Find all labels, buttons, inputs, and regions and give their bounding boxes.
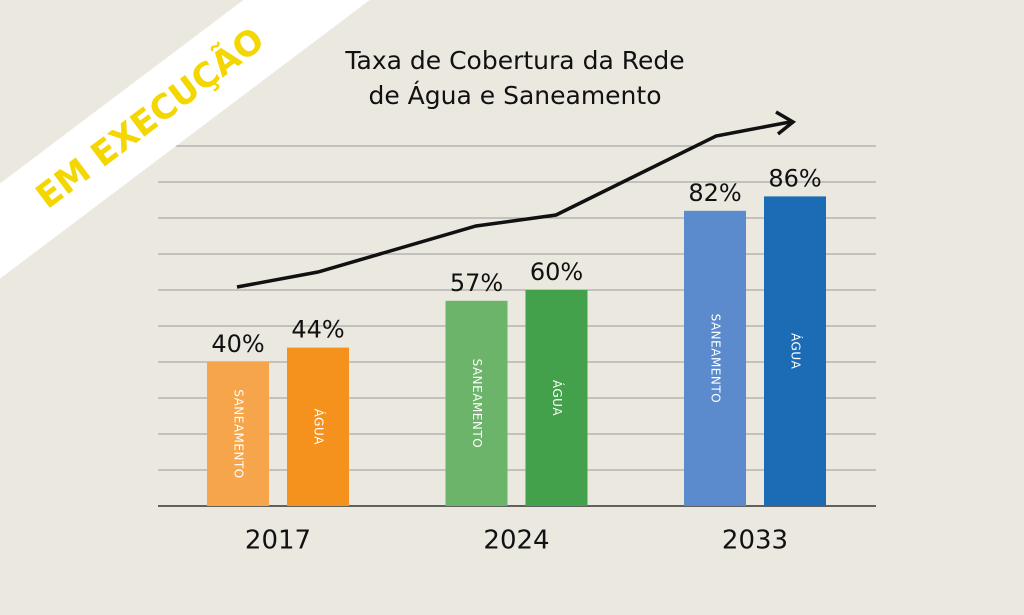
bar-series-label: ÁGUA <box>312 409 327 446</box>
grid <box>158 145 876 507</box>
bar <box>445 300 508 506</box>
bar-series-label: ÁGUA <box>789 333 804 370</box>
chart-title: de Água e Saneamento <box>368 81 661 110</box>
value-label: 82% <box>688 179 741 207</box>
arrow-head <box>775 110 797 136</box>
value-label: 86% <box>768 164 821 192</box>
x-tick-label: 2033 <box>722 526 788 556</box>
value-label: 40% <box>211 330 264 358</box>
value-label: 57% <box>450 269 503 297</box>
bar <box>207 362 269 506</box>
x-tick-label: 2017 <box>245 526 311 556</box>
value-label: 44% <box>291 316 344 344</box>
bar <box>525 290 588 506</box>
chart-title: Taxa de Cobertura da Rede <box>344 46 684 75</box>
trend-arrow <box>236 120 791 289</box>
x-tick-label: 2024 <box>483 526 549 556</box>
value-label: 60% <box>530 258 583 286</box>
bar <box>287 347 349 506</box>
bar-series-label: ÁGUA <box>550 380 565 417</box>
bar <box>764 196 826 506</box>
bar-series-label: SANEAMENTO <box>232 389 246 479</box>
bar-series-label: SANEAMENTO <box>709 314 723 404</box>
banner-strip <box>0 0 429 341</box>
bar-series-label: SANEAMENTO <box>470 359 484 449</box>
bar <box>684 210 746 507</box>
